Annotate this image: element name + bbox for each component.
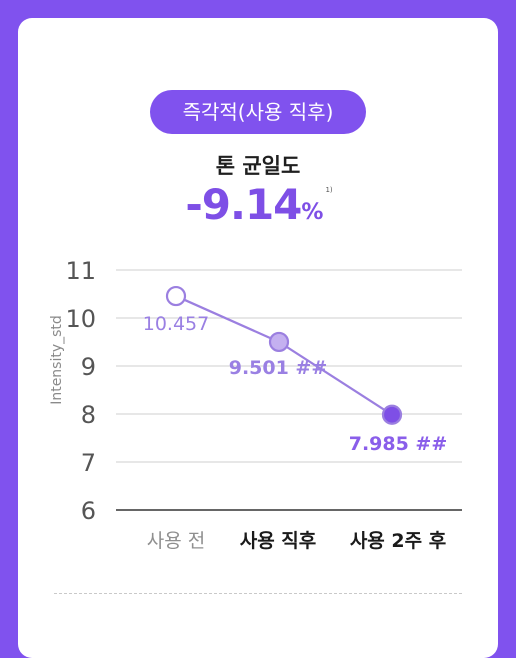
x-tick-label: 사용 전	[147, 530, 205, 552]
y-tick-label: 10	[65, 305, 96, 333]
data-label: 7.985 ##	[349, 433, 448, 455]
x-tick-label: 사용 2주 후	[350, 530, 446, 552]
data-point	[381, 404, 403, 425]
data-label: 9.501 ##	[229, 357, 328, 379]
y-axis-label: Intensity_std	[49, 315, 65, 405]
data-label: 10.457	[143, 313, 209, 335]
timing-badge: 즉각적(사용 직후)	[150, 90, 366, 134]
metric-unit: %	[301, 200, 324, 225]
data-point	[268, 331, 290, 353]
line-chart: 6 7 8 9 10 11 Intensity_std 10.457 9.501 ## 7.985…	[49, 257, 462, 552]
y-tick-label: 6	[81, 497, 96, 525]
data-point	[165, 285, 187, 307]
metric-value: -9.14%1)	[0, 180, 516, 229]
metric-title: 톤 균일도	[215, 154, 301, 178]
y-tick-label: 7	[81, 449, 96, 477]
x-tick-label: 사용 직후	[240, 530, 317, 552]
y-tick-label: 9	[81, 353, 96, 381]
divider	[54, 593, 462, 594]
metric-number: -9.14	[185, 180, 302, 229]
metric-footnote: 1)	[325, 186, 333, 194]
y-tick-label: 11	[65, 257, 96, 285]
y-tick-label: 8	[81, 401, 96, 429]
